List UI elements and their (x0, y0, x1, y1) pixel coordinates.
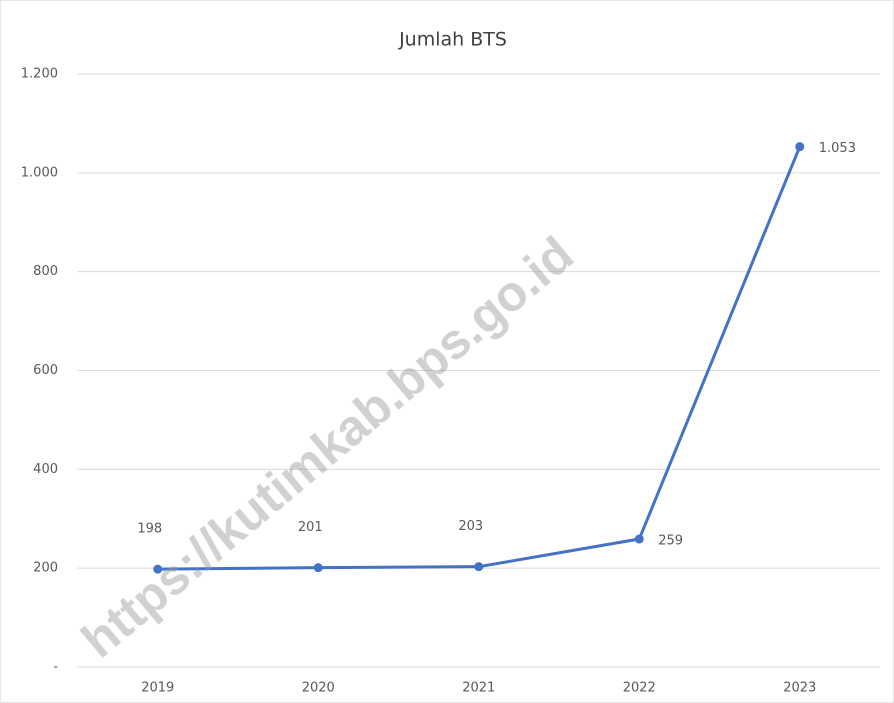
chart-title: Jumlah BTS (398, 29, 507, 51)
data-label: 203 (458, 519, 483, 534)
y-tick-label: 600 (33, 363, 58, 378)
x-tick-label: 2021 (462, 681, 495, 696)
y-tick-label: 1.000 (21, 165, 58, 180)
y-tick-label: 200 (33, 561, 58, 576)
data-point (474, 562, 484, 572)
y-tick-label: - (53, 660, 58, 675)
x-tick-label: 2020 (302, 681, 335, 696)
data-point (313, 563, 323, 573)
y-tick-label: 400 (33, 462, 58, 477)
x-tick-label: 2023 (783, 681, 816, 696)
data-point (153, 564, 163, 574)
data-label: 198 (137, 522, 162, 537)
data-point (634, 534, 644, 544)
data-label: 1.053 (819, 141, 856, 156)
y-tick-label: 1.200 (21, 67, 58, 82)
data-label: 259 (658, 534, 683, 549)
x-tick-label: 2019 (141, 681, 174, 696)
y-tick-label: 800 (33, 264, 58, 279)
data-point (795, 142, 805, 152)
data-label: 201 (298, 520, 323, 535)
x-tick-label: 2022 (623, 681, 656, 696)
